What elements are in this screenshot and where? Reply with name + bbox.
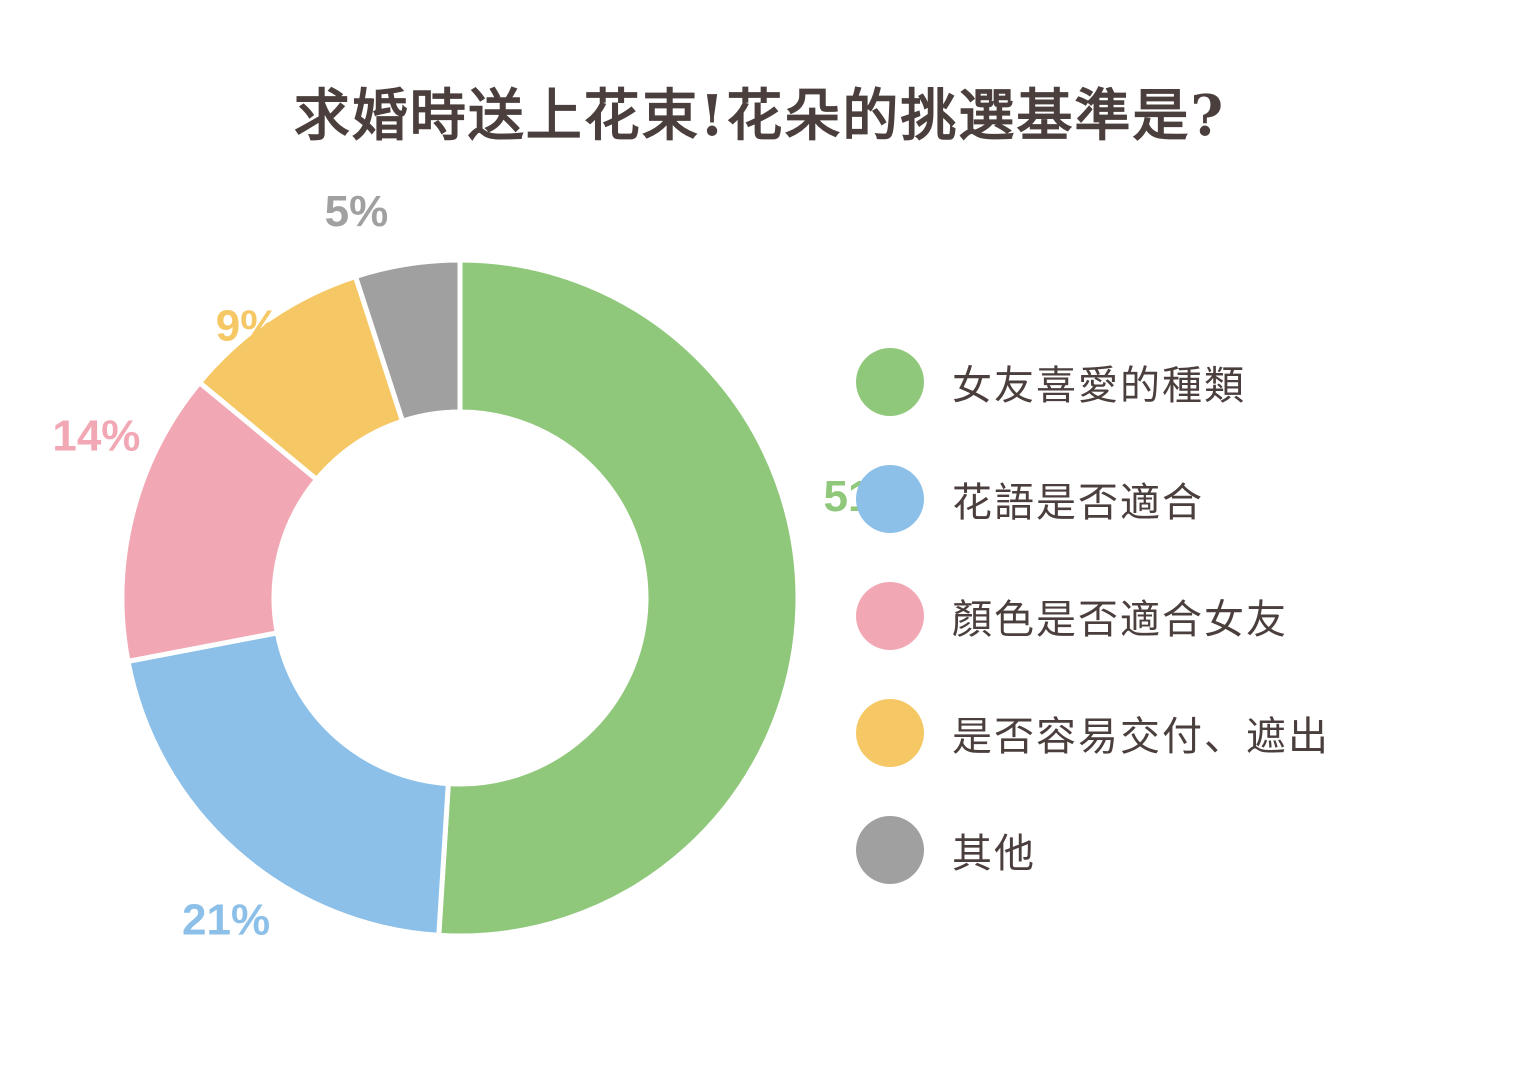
legend-item-4: 是否容易交付、遮出 bbox=[856, 699, 1330, 767]
donut-slice-2 bbox=[125, 629, 451, 938]
slices-group bbox=[119, 257, 801, 939]
legend-swatch bbox=[856, 699, 924, 767]
data-label-3: 14% bbox=[52, 412, 140, 461]
legend-label: 花語是否適合 bbox=[952, 480, 1204, 526]
data-label-4: 9% bbox=[216, 302, 280, 351]
legend-label: 其他 bbox=[952, 831, 1036, 877]
legend-swatch bbox=[856, 582, 924, 650]
donut-slice-1 bbox=[436, 257, 801, 939]
donut-slice-5 bbox=[352, 257, 463, 425]
legend-item-1: 女友喜愛的種類 bbox=[856, 348, 1330, 416]
donut-slice-3 bbox=[119, 379, 321, 665]
data-label-2: 21% bbox=[182, 895, 270, 944]
legend: 女友喜愛的種類 花語是否適合顏色是否適合女友 是否容易交付、遮出 其他 bbox=[856, 348, 1330, 933]
chart-title: 求婚時送上花束!花朵的挑選基準是? bbox=[293, 83, 1226, 149]
legend-swatch bbox=[856, 816, 924, 884]
legend-swatch bbox=[856, 348, 924, 416]
data-label-5: 5% bbox=[325, 187, 389, 236]
legend-item-3: 顏色是否適合女友 bbox=[856, 582, 1330, 650]
legend-item-2: 花語是否適合 bbox=[856, 465, 1330, 533]
legend-label: 顏色是否適合女友 bbox=[952, 597, 1288, 643]
legend-item-5: 其他 bbox=[856, 816, 1330, 884]
legend-swatch bbox=[856, 465, 924, 533]
legend-label: 是否容易交付、遮出 bbox=[952, 714, 1330, 760]
legend-label: 女友喜愛的種類 bbox=[952, 363, 1246, 409]
